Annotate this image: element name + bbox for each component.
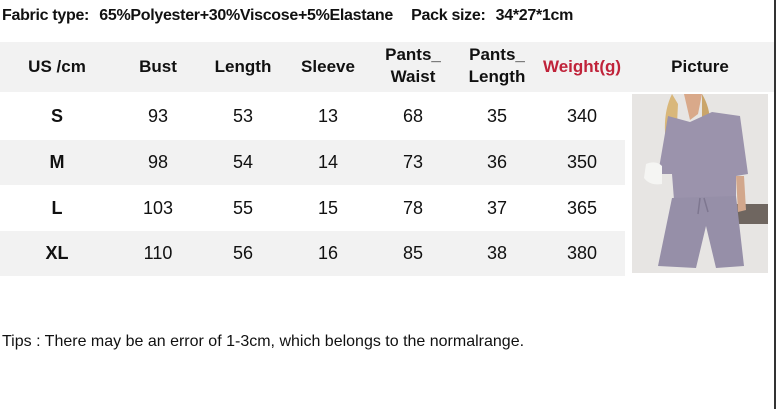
table-row: XL 110 56 16 85 38 380 <box>0 231 625 276</box>
cell-length: 54 <box>232 152 254 172</box>
cell-bust: 93 <box>147 106 169 126</box>
cell-length: 55 <box>232 198 254 218</box>
tips-note: Tips : There may be an error of 1-3cm, w… <box>2 333 525 350</box>
cell-sleeve: 16 <box>317 243 339 263</box>
table-header: US /cm Bust Length Sleeve Pants_ Waist P… <box>0 42 774 92</box>
cell-pants-waist: 78 <box>402 198 424 218</box>
table-row: M 98 54 14 73 36 350 <box>0 140 625 185</box>
cell-sleeve: 13 <box>317 106 339 126</box>
cell-size: S <box>50 106 64 126</box>
cell-pants-waist: 73 <box>402 152 424 172</box>
cell-bust: 110 <box>143 243 173 263</box>
header-bust: Bust <box>139 57 177 76</box>
pack-value: 34*27*1cm <box>495 7 574 24</box>
cell-length: 53 <box>232 106 254 126</box>
cell-pants-length: 38 <box>486 243 508 263</box>
cell-bust: 98 <box>147 152 169 172</box>
table-row: S 93 53 13 68 35 340 <box>0 94 625 139</box>
cell-size: M <box>49 152 65 172</box>
header-line: Pants_ <box>385 45 441 64</box>
cell-size: XL <box>45 243 69 263</box>
cell-weight: 380 <box>566 243 598 263</box>
product-info: Fabric type: 65%Polyester+30%Viscose+5%E… <box>2 7 579 25</box>
header-line: Waist <box>390 67 436 86</box>
header-sleeve: Sleeve <box>301 57 355 76</box>
header-pants-waist: Pants_ Waist <box>385 44 441 88</box>
cell-weight: 340 <box>566 106 598 126</box>
header-length: Length <box>214 57 272 76</box>
header-weight: Weight(g) <box>542 57 622 76</box>
table-row: L 103 55 15 78 37 365 <box>0 186 625 231</box>
cell-pants-waist: 68 <box>402 106 424 126</box>
header-line: Length <box>468 67 526 86</box>
header-picture: Picture <box>671 57 729 76</box>
fabric-label: Fabric type: <box>2 7 90 24</box>
product-picture <box>632 94 768 273</box>
header-pants-length: Pants_ Length <box>469 44 526 88</box>
cell-size: L <box>51 198 63 218</box>
fabric-value: 65%Polyester+30%Viscose+5%Elastane <box>99 7 393 24</box>
header-line: Pants_ <box>469 45 525 64</box>
cell-weight: 365 <box>566 198 598 218</box>
cell-weight: 350 <box>566 152 598 172</box>
header-size: US /cm <box>28 57 86 76</box>
cell-sleeve: 15 <box>317 198 339 218</box>
cell-sleeve: 14 <box>317 152 339 172</box>
cell-pants-length: 37 <box>486 198 508 218</box>
cell-pants-length: 36 <box>486 152 508 172</box>
cell-pants-waist: 85 <box>402 243 424 263</box>
pack-label: Pack size: <box>411 7 486 24</box>
right-border <box>774 0 776 409</box>
cell-bust: 103 <box>142 198 174 218</box>
cell-pants-length: 35 <box>486 106 508 126</box>
cell-length: 56 <box>232 243 254 263</box>
